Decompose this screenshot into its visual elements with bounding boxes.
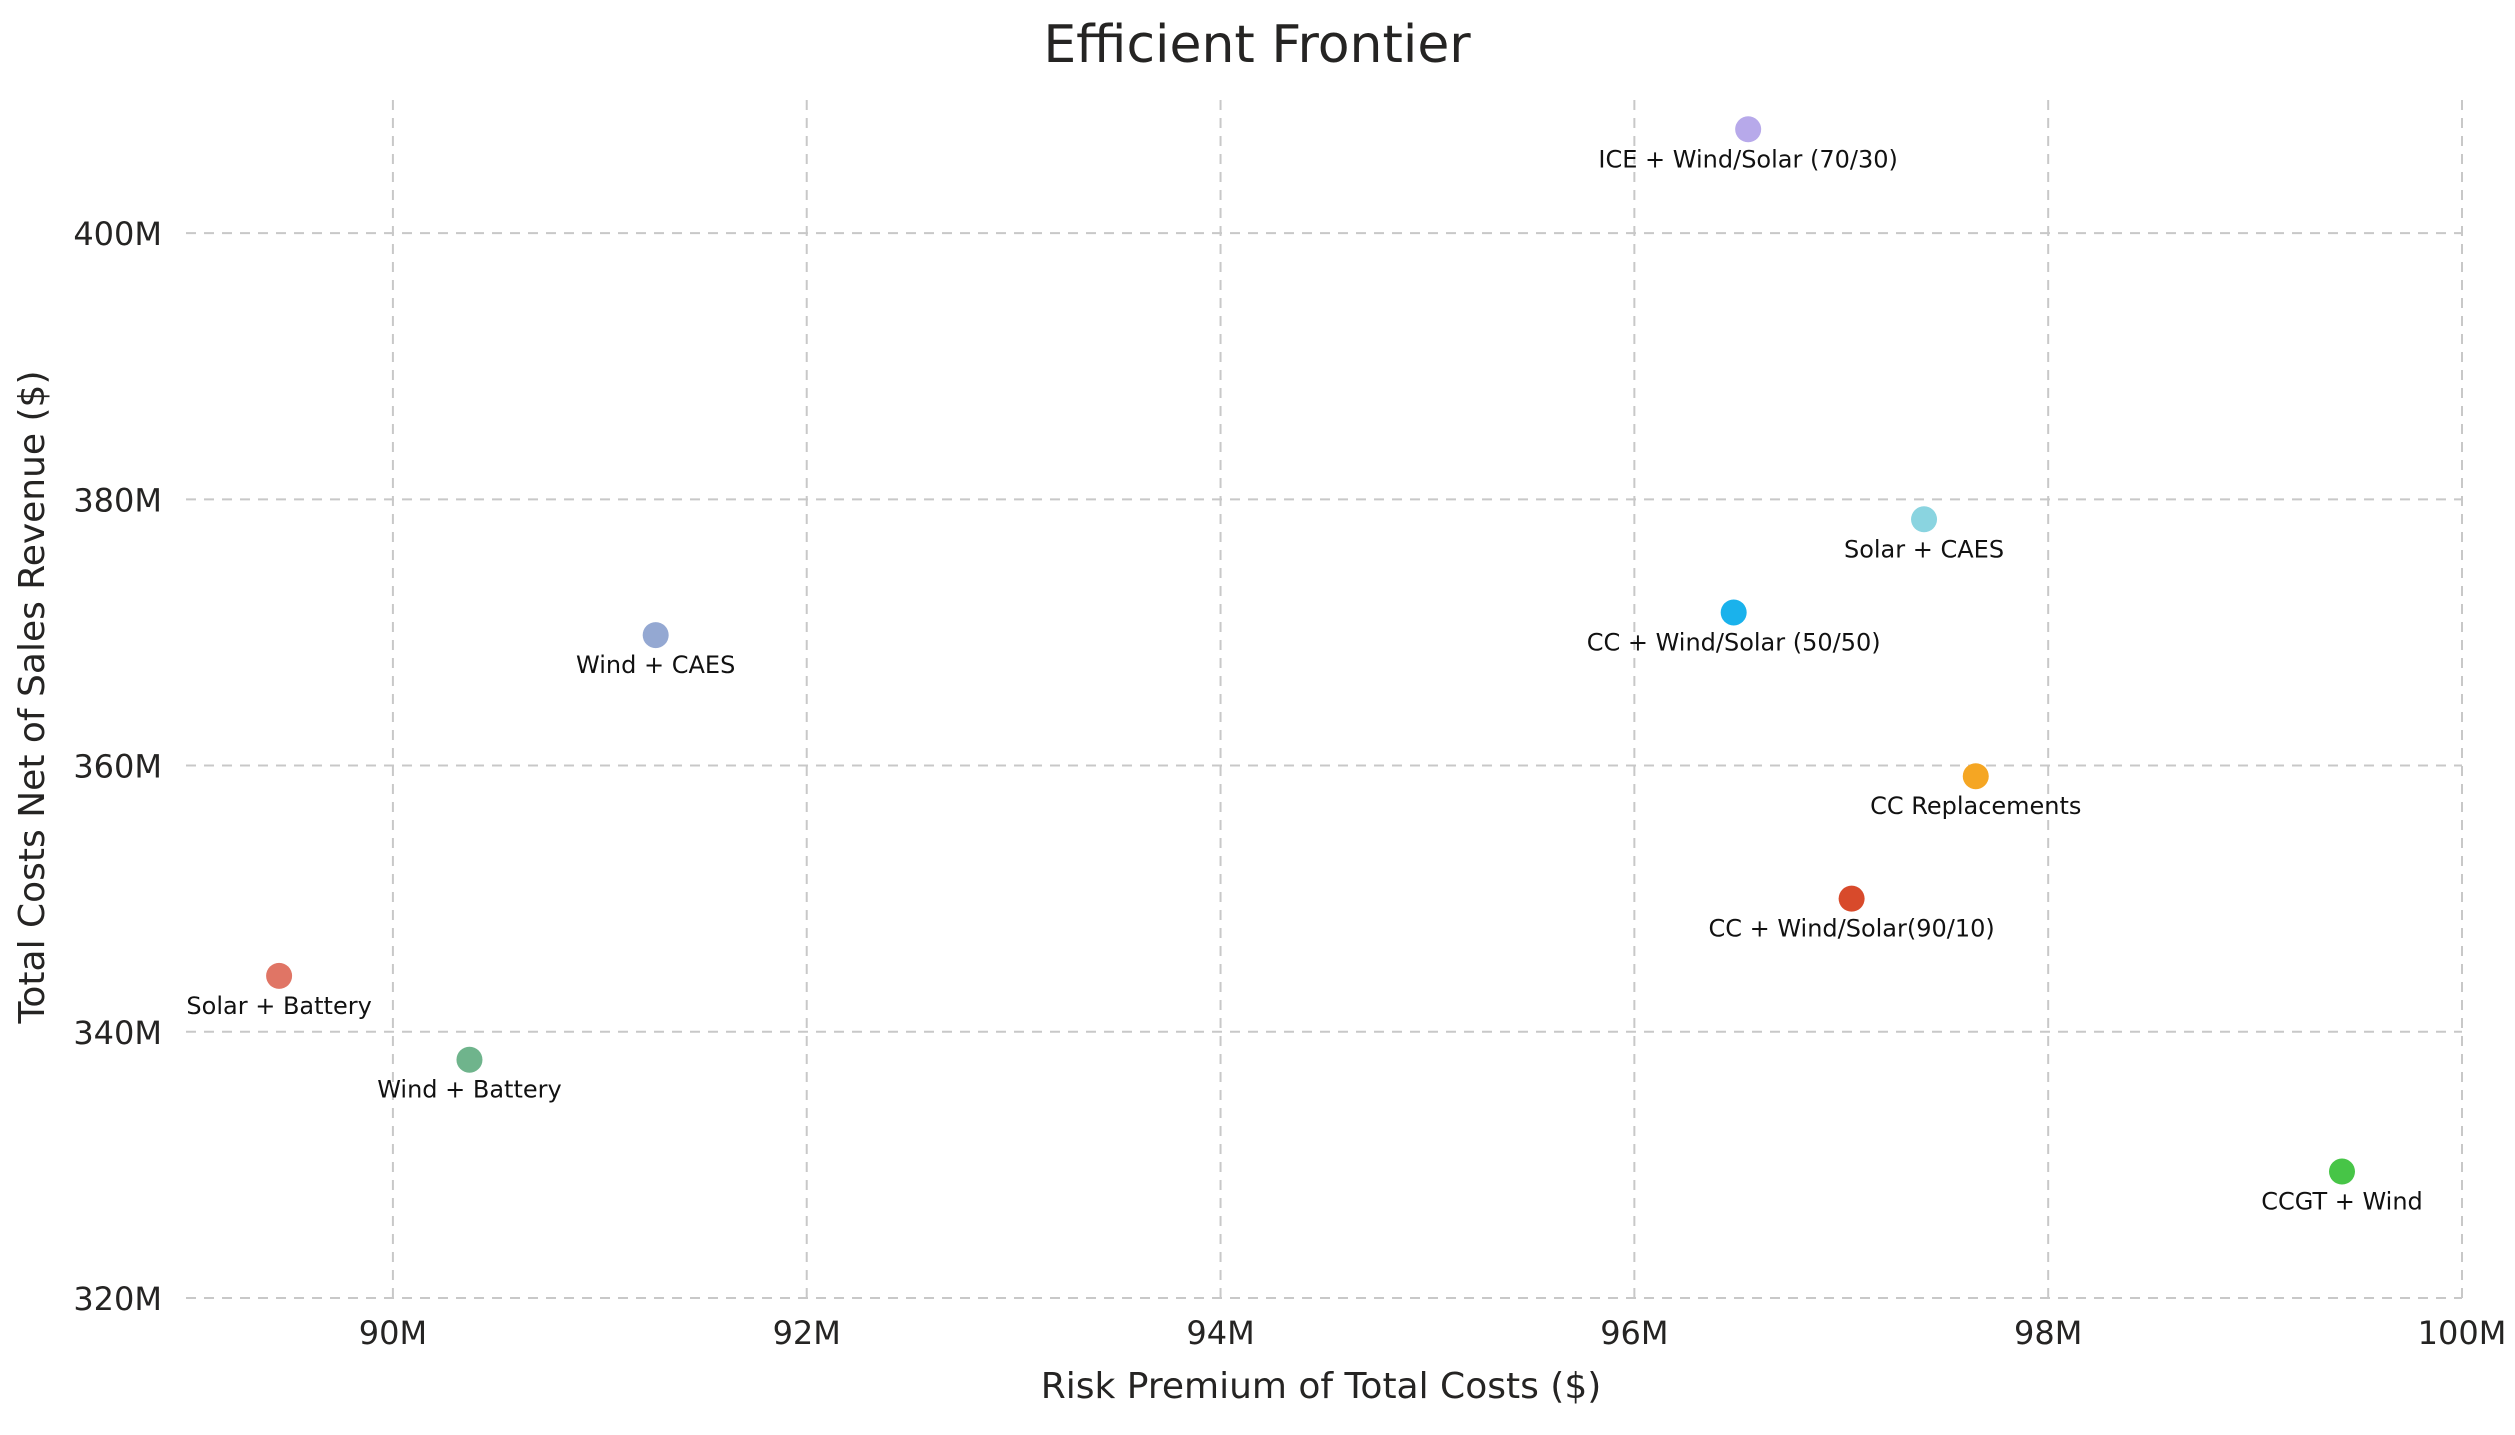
point-label: Solar + CAES: [1844, 535, 2004, 563]
y-tick-label: 400M: [73, 215, 162, 253]
scatter-point[interactable]: [1735, 116, 1762, 143]
scatter-point[interactable]: [642, 622, 669, 649]
point-label: CCGT + Wind: [2261, 1188, 2423, 1216]
y-tick-label: 320M: [73, 1280, 162, 1318]
x-tick-label: 90M: [359, 1314, 427, 1352]
y-tick-label: 380M: [73, 481, 162, 519]
x-tick-label: 98M: [2014, 1314, 2082, 1352]
scatter-point[interactable]: [266, 962, 293, 989]
scatter-point[interactable]: [1720, 599, 1747, 626]
y-axis-label: Total Costs Net of Sales Revenue ($): [12, 370, 53, 1024]
grid-lines: [186, 100, 2463, 1299]
axis-ticks: 90M 92M 94M 96M 98M 100M 320M 340M 360M 380M 400M: [73, 215, 2506, 1352]
point-label: Solar + Battery: [186, 992, 371, 1020]
scatter-point[interactable]: [2328, 1158, 2355, 1185]
point-label: CC Replacements: [1870, 792, 2081, 820]
scatter-point[interactable]: [456, 1046, 483, 1073]
point-label: CC + Wind/Solar(90/10): [1708, 915, 1994, 943]
point-label: ICE + Wind/Solar (70/30): [1598, 145, 1897, 173]
point-label: Wind + CAES: [576, 651, 735, 679]
x-tick-label: 100M: [2418, 1314, 2507, 1352]
chart-title: Efficient Frontier: [1043, 15, 1471, 75]
scatter-point[interactable]: [1838, 885, 1865, 912]
y-tick-label: 360M: [73, 748, 162, 786]
x-tick-label: 94M: [1186, 1314, 1254, 1352]
scatter-point[interactable]: [1962, 763, 1989, 790]
data-points: ICE + Wind/Solar (70/30) Solar + CAES CC +…: [186, 116, 2423, 1216]
scatter-point[interactable]: [1911, 506, 1938, 533]
x-tick-label: 92M: [773, 1314, 841, 1352]
point-label: Wind + Battery: [377, 1076, 562, 1104]
point-label: CC + Wind/Solar (50/50): [1587, 628, 1881, 656]
x-axis-label: Risk Premium of Total Costs ($): [1041, 1366, 1602, 1407]
y-tick-label: 340M: [73, 1014, 162, 1052]
x-tick-label: 96M: [1600, 1314, 1668, 1352]
